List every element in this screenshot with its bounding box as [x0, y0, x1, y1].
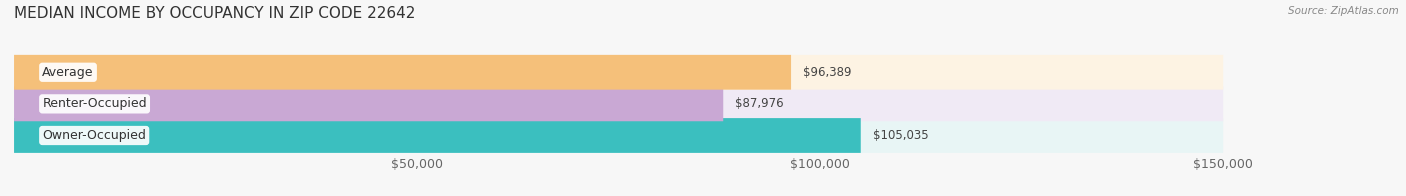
FancyBboxPatch shape [14, 118, 1223, 153]
Text: Average: Average [42, 66, 94, 79]
FancyBboxPatch shape [14, 86, 723, 121]
FancyBboxPatch shape [14, 55, 792, 90]
Text: Source: ZipAtlas.com: Source: ZipAtlas.com [1288, 6, 1399, 16]
FancyBboxPatch shape [14, 55, 1223, 90]
Text: Owner-Occupied: Owner-Occupied [42, 129, 146, 142]
Text: $87,976: $87,976 [735, 97, 785, 110]
Text: MEDIAN INCOME BY OCCUPANCY IN ZIP CODE 22642: MEDIAN INCOME BY OCCUPANCY IN ZIP CODE 2… [14, 6, 415, 21]
Text: Renter-Occupied: Renter-Occupied [42, 97, 146, 110]
Text: $105,035: $105,035 [873, 129, 928, 142]
FancyBboxPatch shape [14, 118, 860, 153]
FancyBboxPatch shape [14, 86, 1223, 121]
Text: $96,389: $96,389 [803, 66, 852, 79]
